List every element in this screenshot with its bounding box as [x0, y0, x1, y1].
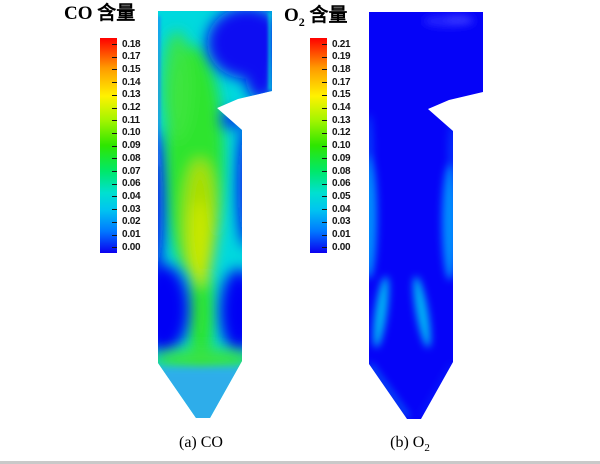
o2-colorbar-gradient — [310, 38, 327, 253]
colorbar-tick-label: 0.06 — [122, 178, 141, 190]
colorbar-tick — [112, 132, 117, 134]
colorbar-tick-label: 0.10 — [122, 127, 141, 139]
colorbar-tick — [322, 234, 327, 236]
o2-wall-streaks — [369, 15, 475, 418]
o2-caption-text: (b) O — [390, 434, 425, 451]
colorbar-tick — [112, 145, 117, 147]
colorbar-tick-label: 0.03 — [332, 216, 351, 228]
colorbar-tick — [112, 196, 117, 198]
colorbar-tick — [322, 171, 327, 172]
colorbar-tick — [322, 209, 327, 211]
co-colorbar-gradient — [100, 38, 117, 253]
o2-title-text: 含量 — [304, 5, 348, 26]
colorbar-tick — [322, 247, 327, 249]
o2-caption: (b) O2 — [364, 433, 456, 458]
colorbar-tick — [322, 145, 327, 147]
colorbar-tick-label: 0.08 — [332, 165, 351, 177]
colorbar-tick — [112, 221, 117, 223]
colorbar-tick-label: 0.13 — [122, 89, 141, 101]
colorbar-tick-label: 0.07 — [122, 165, 141, 177]
colorbar-tick-label: 0.12 — [122, 102, 141, 113]
colorbar-tick — [322, 221, 327, 223]
colorbar-tick-label: 0.05 — [332, 190, 351, 202]
co-green-band-above-hopper — [158, 348, 253, 372]
colorbar-tick-label: 0.00 — [122, 241, 141, 253]
co-caption: (a) CO — [155, 433, 247, 458]
colorbar-tick-label: 0.12 — [332, 127, 351, 139]
colorbar-tick-label: 0.03 — [122, 203, 141, 215]
colorbar-tick-label: 0.14 — [122, 76, 141, 88]
colorbar-tick — [322, 107, 327, 109]
o2-title-formula: O — [284, 5, 299, 26]
colorbar-tick — [112, 94, 117, 96]
colorbar-tick-label: 0.13 — [332, 114, 351, 126]
co-colorbar: 0.18 0.17 0.15 0.14 0.13 0.12 0.11 0.10 0.09 0.08… — [100, 38, 160, 253]
co-panel-title: CO 含量 — [64, 3, 135, 31]
co-title-formula: CO — [64, 3, 93, 24]
o2-title-subscript: 2 — [298, 14, 305, 29]
o2-contour-panel — [369, 12, 483, 419]
colorbar-tick — [112, 171, 117, 172]
colorbar-tick-label: 0.14 — [332, 102, 351, 113]
co-caption-text: (a) CO — [179, 434, 223, 451]
colorbar-tick — [112, 209, 117, 211]
co-green-plume — [162, 31, 224, 366]
colorbar-tick — [112, 82, 117, 84]
colorbar-tick-label: 0.01 — [332, 229, 351, 240]
colorbar-tick — [112, 56, 117, 58]
colorbar-tick-label: 0.08 — [122, 152, 141, 164]
colorbar-tick-label: 0.00 — [332, 241, 351, 253]
o2-panel-title: O2 含量 — [284, 5, 348, 33]
colorbar-tick — [112, 234, 117, 236]
colorbar-tick-label: 0.18 — [122, 38, 141, 50]
colorbar-tick — [112, 107, 117, 109]
colorbar-tick-label: 0.11 — [122, 114, 140, 126]
colorbar-tick-label: 0.17 — [122, 51, 141, 63]
colorbar-tick-label: 0.04 — [122, 190, 141, 202]
colorbar-tick — [322, 82, 327, 84]
colorbar-tick — [112, 44, 117, 45]
co-contour-panel — [158, 11, 272, 418]
co-wall-boundary-lines — [158, 12, 272, 166]
colorbar-tick — [112, 69, 117, 71]
o2-base-field — [369, 12, 483, 419]
colorbar-tick — [112, 120, 117, 122]
colorbar-tick — [112, 158, 117, 160]
colorbar-tick — [322, 132, 327, 134]
co-title-text: 含量 — [92, 3, 136, 24]
colorbar-tick-label: 0.15 — [332, 89, 351, 101]
colorbar-tick — [322, 56, 327, 58]
o2-colorbar: 0.21 0.19 0.18 0.17 0.15 0.14 0.13 0.12 0.10 0.09… — [310, 38, 370, 253]
colorbar-tick — [322, 94, 327, 96]
colorbar-tick-label: 0.02 — [122, 216, 141, 228]
colorbar-tick-label: 0.06 — [332, 178, 351, 190]
colorbar-tick-label: 0.09 — [332, 152, 351, 164]
colorbar-tick-label: 0.18 — [332, 63, 351, 75]
colorbar-tick — [112, 183, 117, 185]
colorbar-tick — [322, 196, 327, 198]
colorbar-tick-label: 0.01 — [122, 229, 141, 240]
colorbar-tick-label: 0.09 — [122, 140, 141, 152]
colorbar-tick — [112, 247, 117, 249]
colorbar-tick — [322, 183, 327, 185]
colorbar-tick-label: 0.15 — [122, 63, 141, 75]
colorbar-tick — [322, 120, 327, 122]
bottom-divider-line — [0, 461, 600, 464]
colorbar-tick-label: 0.19 — [332, 51, 351, 63]
colorbar-tick-label: 0.10 — [332, 140, 351, 152]
colorbar-tick — [322, 158, 327, 160]
colorbar-tick-label: 0.04 — [332, 203, 351, 215]
colorbar-tick — [322, 44, 327, 45]
colorbar-tick-label: 0.21 — [332, 38, 351, 50]
o2-caption-subscript: 2 — [424, 442, 430, 455]
colorbar-tick-label: 0.17 — [332, 76, 351, 88]
colorbar-tick — [322, 69, 327, 71]
co-hopper-region — [158, 367, 272, 418]
